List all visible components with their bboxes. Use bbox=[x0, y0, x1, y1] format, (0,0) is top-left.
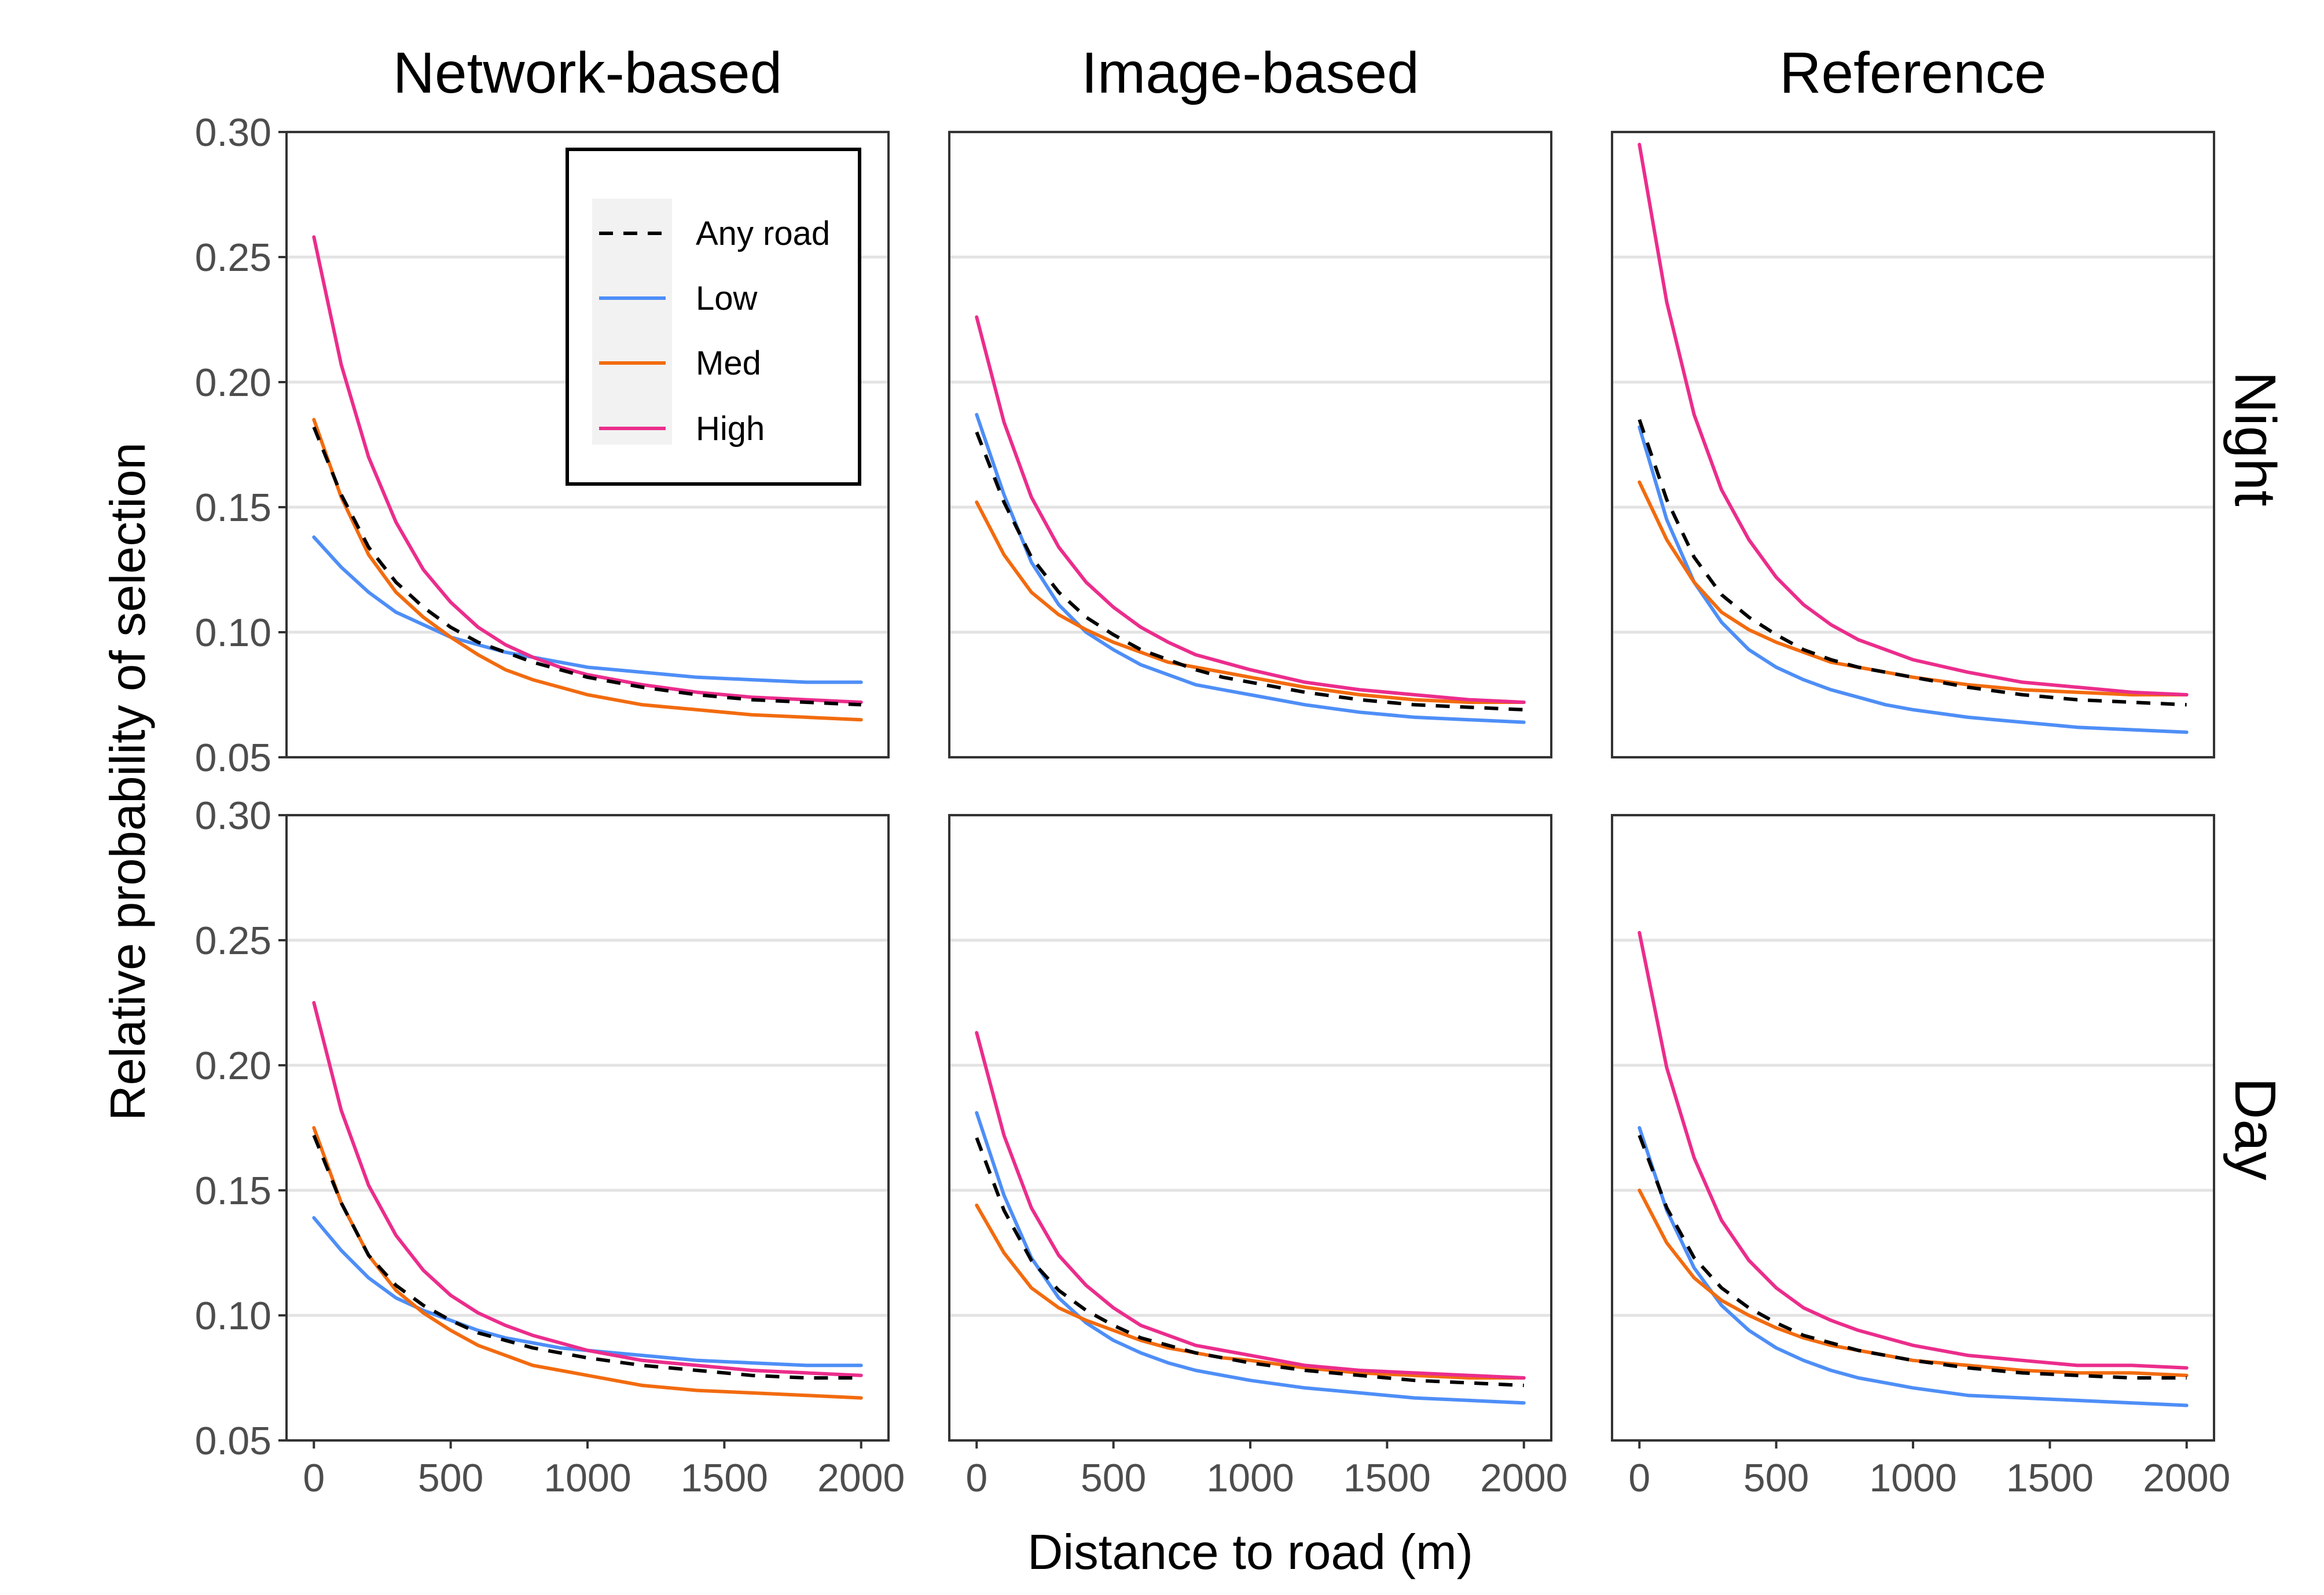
y-tick-label-network-based-night-1: 0.10 bbox=[195, 611, 271, 655]
legend-label-low: Low bbox=[696, 280, 758, 317]
x-tick-label-image-based-day-1: 500 bbox=[1081, 1456, 1146, 1500]
x-tick-label-reference-day-0: 0 bbox=[1628, 1456, 1650, 1500]
series-low-network-based-night bbox=[312, 535, 863, 684]
series-high-reference-day bbox=[1638, 931, 2189, 1370]
series-low-image-based-night bbox=[975, 413, 1526, 724]
panel-frame-image-based-night bbox=[948, 131, 1552, 758]
y-tick-label-network-based-day-4: 0.25 bbox=[195, 919, 271, 963]
series-med-image-based-day bbox=[975, 1203, 1526, 1380]
panel-frame-network-based-night bbox=[285, 131, 890, 758]
legend-key-background bbox=[592, 199, 672, 445]
x-tick-label-network-based-day-0: 0 bbox=[303, 1456, 325, 1500]
x-tick-label-network-based-day-3: 1500 bbox=[681, 1456, 768, 1500]
x-tick-label-network-based-day-1: 500 bbox=[418, 1456, 483, 1500]
x-tick-label-image-based-day-0: 0 bbox=[965, 1456, 987, 1500]
row-label-day: Day bbox=[2223, 1077, 2288, 1180]
column-label-reference: Reference bbox=[1779, 41, 2046, 105]
series-high-image-based-day bbox=[975, 1031, 1526, 1380]
series-any-road-network-based-night bbox=[312, 426, 861, 707]
panel-image-based-day: 0 500 1000 1500 2000 bbox=[948, 813, 1567, 1500]
y-tick-label-network-based-night-3: 0.20 bbox=[195, 361, 271, 405]
x-tick-label-reference-day-2: 1000 bbox=[1869, 1456, 1956, 1500]
series-med-reference-day bbox=[1638, 1189, 2189, 1377]
y-tick-label-network-based-day-2: 0.15 bbox=[195, 1169, 271, 1213]
legend: Any road Low Med High bbox=[566, 148, 861, 486]
x-tick-label-network-based-day-2: 1000 bbox=[544, 1456, 631, 1500]
y-tick-label-network-based-night-0: 0.05 bbox=[195, 736, 271, 780]
legend-label-med: Med bbox=[696, 344, 761, 382]
series-high-network-based-night bbox=[312, 235, 863, 704]
legend-label-any-road: Any road bbox=[696, 215, 830, 252]
series-med-network-based-night bbox=[312, 417, 863, 722]
legend-label-high: High bbox=[696, 410, 765, 448]
y-tick-label-network-based-day-0: 0.05 bbox=[195, 1419, 271, 1463]
x-axis-title: Distance to road (m) bbox=[1027, 1525, 1473, 1580]
x-tick-label-network-based-day-4: 2000 bbox=[817, 1456, 905, 1500]
y-tick-label-network-based-night-4: 0.25 bbox=[195, 236, 271, 280]
panel-image-based-night bbox=[948, 130, 1552, 759]
series-med-reference-night bbox=[1638, 480, 2189, 696]
x-tick-label-image-based-day-3: 1500 bbox=[1343, 1456, 1431, 1500]
panels-layer: 0.05 0.10 0.15 0.20 0.25 0.30 0.05 0.10 0.15 0.20… bbox=[195, 111, 2231, 1500]
x-tick-label-reference-day-3: 1500 bbox=[2006, 1456, 2094, 1500]
row-label-night: Night bbox=[2223, 371, 2288, 507]
series-any-road-reference-day bbox=[1638, 1134, 2187, 1380]
panel-network-based-day: 0.05 0.10 0.15 0.20 0.25 0.30 0 500 1000 1500 2000 bbox=[195, 794, 905, 1500]
x-tick-label-reference-day-1: 500 bbox=[1743, 1456, 1809, 1500]
series-any-road-image-based-day bbox=[975, 1137, 1524, 1387]
series-any-road-network-based-day bbox=[312, 1134, 861, 1380]
series-low-reference-night bbox=[1638, 425, 2189, 734]
x-tick-label-reference-day-4: 2000 bbox=[2143, 1456, 2230, 1500]
panel-network-based-night: 0.05 0.10 0.15 0.20 0.25 0.30 bbox=[195, 111, 890, 780]
series-any-road-reference-night bbox=[1638, 419, 2187, 707]
panel-reference-night bbox=[1611, 130, 2215, 759]
y-tick-label-network-based-day-5: 0.30 bbox=[195, 794, 271, 838]
series-high-network-based-day bbox=[312, 1001, 863, 1377]
series-low-network-based-day bbox=[312, 1216, 863, 1367]
panel-reference-day: 0 500 1000 1500 2000 bbox=[1611, 813, 2230, 1500]
y-tick-label-network-based-day-3: 0.20 bbox=[195, 1044, 271, 1088]
series-any-road-image-based-night bbox=[975, 431, 1524, 712]
y-axis-title: Relative probability of selection bbox=[101, 442, 156, 1121]
column-label-image-based: Image-based bbox=[1081, 41, 1419, 105]
x-tick-label-image-based-day-4: 2000 bbox=[1480, 1456, 1567, 1500]
column-label-network-based: Network-based bbox=[393, 41, 783, 105]
x-tick-label-image-based-day-2: 1000 bbox=[1206, 1456, 1294, 1500]
series-high-reference-night bbox=[1638, 142, 2189, 696]
y-tick-label-network-based-night-2: 0.15 bbox=[195, 486, 271, 530]
y-tick-label-network-based-night-5: 0.30 bbox=[195, 111, 271, 155]
y-tick-label-network-based-day-1: 0.10 bbox=[195, 1294, 271, 1338]
series-low-reference-day bbox=[1638, 1126, 2189, 1407]
series-high-image-based-night bbox=[975, 315, 1526, 704]
panel-frame-reference-night bbox=[1611, 131, 2215, 758]
